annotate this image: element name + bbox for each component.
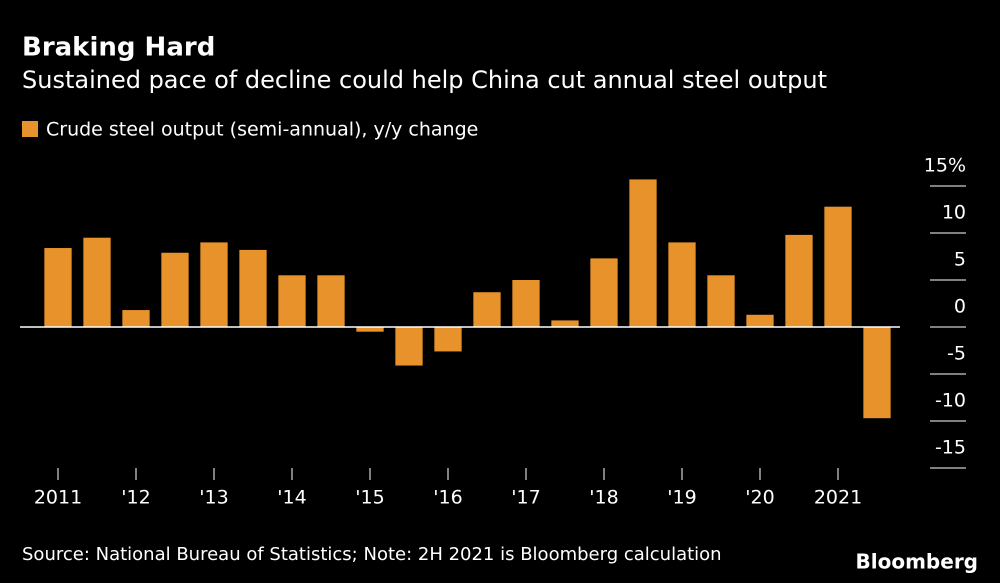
y-tick-label: 10: [942, 202, 966, 224]
bar: [512, 280, 540, 327]
x-tick-label: 2021: [814, 487, 862, 509]
x-tick-label: '14: [277, 487, 306, 509]
bar: [83, 237, 111, 327]
bar: [44, 248, 72, 327]
x-tick-label: '20: [745, 487, 774, 509]
legend-swatch: [22, 121, 38, 137]
bar: [434, 327, 462, 352]
x-tick-label: '16: [433, 487, 462, 509]
source-note: Source: National Bureau of Statistics; N…: [22, 544, 722, 565]
legend-label: Crude steel output (semi-annual), y/y ch…: [46, 119, 478, 141]
bar: [551, 320, 579, 327]
chart-title: Braking Hard: [22, 33, 215, 63]
bar: [785, 234, 813, 327]
chart-subtitle: Sustained pace of decline could help Chi…: [22, 66, 827, 94]
bar: [122, 310, 150, 327]
brand-logo: Bloomberg: [856, 550, 978, 574]
bar: [590, 258, 618, 327]
bar: [824, 206, 852, 327]
bar: [473, 292, 501, 327]
bar: [200, 242, 228, 327]
bar: [629, 179, 657, 327]
bar: [746, 314, 774, 327]
x-tick-label: '18: [589, 487, 618, 509]
x-tick-label: 2011: [34, 487, 82, 509]
bar: [668, 242, 696, 327]
bar: [395, 327, 423, 366]
y-tick-label: -15: [935, 437, 966, 459]
bar: [239, 249, 267, 327]
x-tick-label: '12: [121, 487, 150, 509]
bar: [317, 275, 345, 327]
y-tick-label: 5: [954, 249, 966, 271]
x-tick-label: '17: [511, 487, 540, 509]
y-tick-label: 15%: [924, 155, 966, 177]
bar: [356, 327, 384, 332]
y-tick-label: 0: [954, 296, 966, 318]
bar: [863, 327, 891, 419]
bar: [161, 252, 189, 327]
y-tick-label: -10: [935, 390, 966, 412]
x-tick-label: '15: [355, 487, 384, 509]
y-tick-label: -5: [947, 343, 966, 365]
bar: [278, 275, 306, 327]
bar: [707, 275, 735, 327]
x-tick-label: '13: [199, 487, 228, 509]
x-tick-label: '19: [667, 487, 696, 509]
